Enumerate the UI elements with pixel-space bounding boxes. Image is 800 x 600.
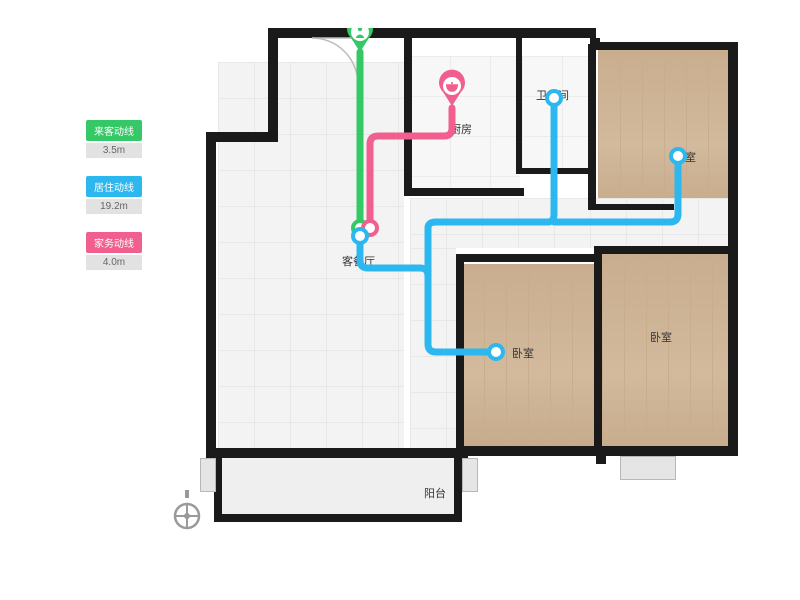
pillar	[462, 458, 478, 492]
legend: 来客动线 3.5m 居住动线 19.2m 家务动线 4.0m	[86, 120, 142, 288]
legend-distance: 3.5m	[86, 143, 142, 158]
pillar	[620, 456, 676, 480]
wall	[214, 448, 462, 458]
room-label: 客餐厅	[340, 252, 377, 270]
wall	[454, 456, 462, 518]
wall	[214, 514, 462, 522]
wall	[456, 254, 596, 262]
wall	[588, 204, 674, 210]
legend-label: 家务动线	[86, 232, 142, 253]
wall	[516, 168, 590, 174]
wall	[594, 246, 730, 254]
room-hall	[410, 198, 730, 248]
wall	[456, 254, 464, 450]
wall	[274, 28, 596, 38]
room-label: 卧室	[510, 344, 536, 362]
pillar	[200, 458, 216, 492]
legend-distance: 4.0m	[86, 255, 142, 270]
wall	[596, 42, 738, 50]
room-hall2	[410, 248, 456, 450]
room-bed1	[598, 50, 734, 208]
legend-item-guest: 来客动线 3.5m	[86, 120, 142, 158]
wall	[588, 44, 596, 204]
room-label: 卧室	[648, 328, 674, 346]
wall	[404, 188, 524, 196]
wall	[458, 446, 600, 456]
legend-item-chore: 家务动线 4.0m	[86, 232, 142, 270]
wall	[596, 446, 738, 456]
wall	[206, 132, 216, 458]
legend-label: 来客动线	[86, 120, 142, 141]
room-bath	[522, 56, 588, 172]
compass-icon	[170, 490, 204, 534]
wall	[594, 246, 602, 450]
room-label: 阳台	[422, 484, 448, 502]
wall	[404, 38, 412, 196]
room-label: 厨房	[448, 120, 474, 138]
legend-label: 居住动线	[86, 176, 142, 197]
room-bed3	[602, 254, 734, 454]
legend-item-living: 居住动线 19.2m	[86, 176, 142, 214]
floorplan: 厨房卫生间卧室客餐厅卧室卧室阳台	[200, 28, 740, 558]
wall	[268, 28, 278, 136]
room-label: 卫生间	[534, 86, 571, 104]
room-label: 卧室	[672, 148, 698, 166]
wall	[516, 38, 522, 174]
legend-distance: 19.2m	[86, 199, 142, 214]
